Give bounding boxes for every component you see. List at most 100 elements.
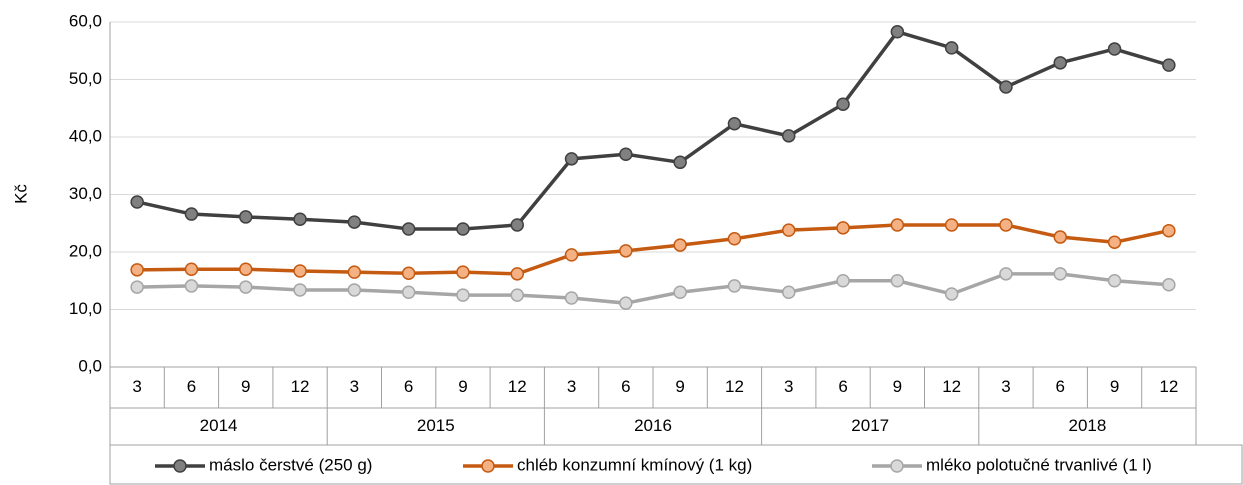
point-marker: [836, 97, 850, 111]
point-marker: [510, 288, 524, 302]
point-marker: [999, 267, 1013, 281]
legend-label: mléko polotučné trvanlivé (1 l): [926, 455, 1152, 474]
point-marker: [1053, 230, 1067, 244]
point-marker: [944, 218, 959, 232]
x-tick-label: 9: [893, 377, 902, 396]
group-label: 2017: [851, 416, 889, 435]
legend-label: chléb konzumní kmínový (1 kg): [517, 455, 752, 474]
legend-box: [109, 444, 1243, 485]
point-marker: [782, 223, 796, 237]
point-marker: [239, 210, 253, 224]
y-tick-label: 40,0: [69, 126, 102, 145]
x-tick-label: 3: [784, 377, 793, 396]
point-marker: [836, 221, 850, 235]
point-marker: [564, 248, 579, 262]
point-marker: [1053, 267, 1067, 281]
group-label: 2018: [1068, 416, 1106, 435]
point-marker: [890, 218, 905, 232]
point-marker: [727, 117, 742, 131]
point-marker: [1162, 58, 1176, 72]
point-marker: [401, 266, 416, 281]
x-tick-label: 6: [1056, 377, 1065, 396]
point-marker: [1162, 278, 1176, 292]
x-tick-label: 9: [241, 377, 250, 396]
point-marker: [347, 283, 362, 297]
point-marker: [836, 274, 850, 288]
point-marker: [293, 264, 307, 278]
point-marker: [564, 152, 579, 166]
group-label: 2016: [634, 416, 672, 435]
point-marker: [727, 279, 742, 293]
point-marker: [1107, 274, 1122, 288]
point-marker: [890, 274, 905, 288]
point-marker: [1107, 42, 1122, 56]
legend-label: máslo čerstvé (250 g): [209, 455, 372, 474]
x-tick-label: 6: [621, 377, 630, 396]
point-marker: [401, 285, 416, 299]
point-marker: [184, 207, 199, 221]
point-marker: [727, 232, 742, 246]
point-marker: [510, 218, 524, 232]
point-marker: [1162, 223, 1176, 238]
point-marker: [347, 215, 362, 229]
x-tick-label: 6: [404, 377, 413, 396]
series-line: [137, 223, 1170, 276]
legend-marker: [173, 459, 187, 473]
point-marker: [673, 285, 687, 299]
group-label: 2015: [417, 416, 455, 435]
point-marker: [130, 263, 144, 277]
y-tick-label: 60,0: [69, 11, 102, 30]
point-marker: [999, 218, 1013, 232]
point-marker: [456, 222, 470, 236]
point-marker: [510, 267, 524, 281]
x-tick-label: 12: [291, 377, 310, 396]
point-marker: [999, 80, 1013, 94]
x-tick-label: 9: [458, 377, 467, 396]
group-label: 2014: [200, 416, 238, 435]
point-marker: [293, 212, 307, 226]
x-tick-label: 3: [132, 377, 141, 396]
point-marker: [184, 262, 199, 276]
legend-marker: [890, 459, 904, 473]
x-tick-label: 9: [1110, 377, 1119, 396]
y-tick-label: 0,0: [78, 356, 102, 375]
point-marker: [184, 279, 199, 293]
x-tick-label: 3: [567, 377, 576, 396]
y-tick-label: 30,0: [69, 184, 102, 203]
point-marker: [619, 296, 633, 310]
point-marker: [293, 283, 307, 297]
x-tick-label: 12: [725, 377, 744, 396]
point-marker: [456, 265, 470, 279]
point-marker: [1053, 56, 1067, 70]
point-marker: [619, 244, 633, 258]
y-axis-label: Kč: [11, 184, 30, 204]
y-tick-label: 20,0: [69, 241, 102, 260]
x-tick-label: 3: [1001, 377, 1010, 396]
point-marker: [782, 285, 796, 299]
series-line: [137, 272, 1169, 305]
x-tick-label: 12: [1159, 377, 1178, 396]
x-tick-label: 12: [942, 377, 961, 396]
point-marker: [239, 280, 253, 294]
point-marker: [944, 41, 959, 55]
point-marker: [456, 288, 470, 302]
x-tick-label: 6: [187, 377, 196, 396]
x-tick-label: 9: [675, 377, 684, 396]
point-marker: [673, 238, 687, 252]
point-marker: [347, 265, 362, 279]
point-marker: [130, 280, 144, 294]
series-line: [136, 29, 1170, 231]
x-tick-label: 12: [508, 377, 527, 396]
point-marker: [782, 129, 796, 143]
legend-marker: [481, 459, 495, 473]
point-marker: [401, 222, 416, 236]
y-tick-label: 10,0: [69, 299, 102, 318]
point-marker: [944, 287, 959, 301]
x-tick-label: 3: [350, 377, 359, 396]
x-tick-label: 6: [838, 377, 847, 396]
point-marker: [619, 147, 633, 161]
point-marker: [890, 25, 905, 39]
point-marker: [673, 155, 687, 170]
y-tick-label: 50,0: [69, 69, 102, 88]
